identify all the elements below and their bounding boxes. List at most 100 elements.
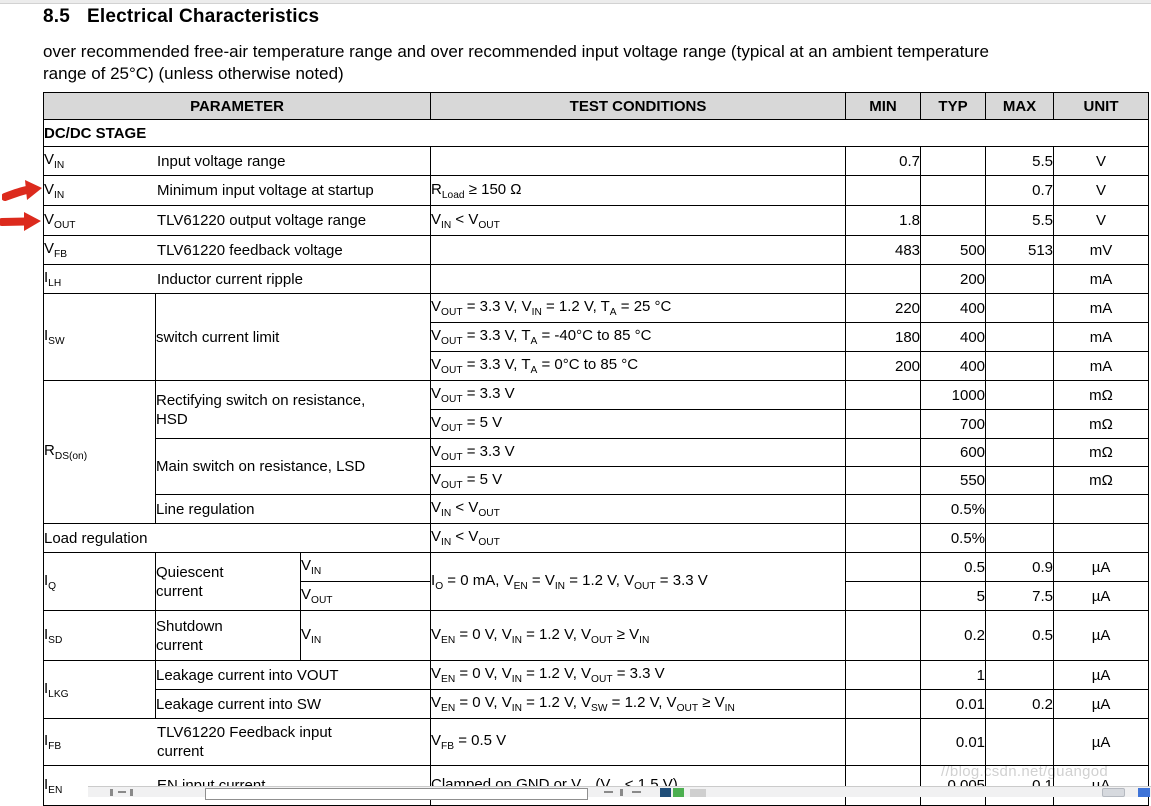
- clipped-text-fragment: [130, 789, 133, 796]
- background-input-field[interactable]: [205, 788, 588, 800]
- max-value: 513: [985, 235, 1055, 265]
- parameter-cell: IFB TLV61220 Feedback input current: [42, 718, 432, 766]
- typ-value: 200: [920, 264, 987, 294]
- param-symbol: IEN: [44, 775, 63, 796]
- unit-value: V: [1053, 146, 1150, 176]
- max-value: 7.5: [985, 581, 1055, 611]
- max-value: [985, 409, 1055, 439]
- param-desc-cell: Rectifying switch on resistance, HSD: [154, 380, 432, 439]
- section-number: 8.5: [43, 6, 71, 27]
- max-value: [985, 322, 1055, 352]
- clipped-button[interactable]: [690, 789, 706, 797]
- section-title: Electrical Characteristics: [87, 6, 320, 27]
- param-desc-cell: Leakage current into VOUT: [154, 660, 432, 690]
- test-condition-cell: VEN = 0 V, VIN = 1.2 V, VSW = 1.2 V, VOU…: [430, 689, 847, 719]
- param-symbol-cell: IQ: [43, 552, 156, 611]
- param-symbol-cell: ISW: [43, 293, 156, 381]
- header-parameter: PARAMETER: [42, 92, 432, 120]
- min-value: 0.7: [845, 146, 922, 176]
- table-row-isw-3: VOUT = 3.3 V, TA = 0°C to 85 °C 200 400 …: [44, 351, 1150, 381]
- test-condition-cell: VEN = 0 V, VIN = 1.2 V, VOUT = 3.3 V: [430, 660, 847, 690]
- unit-value: µA: [1053, 610, 1150, 661]
- table-row-ilkg-vout: ILKG Leakage current into VOUT VEN = 0 V…: [43, 660, 1150, 719]
- max-value: [985, 466, 1055, 495]
- table-row-vout-range: VOUT TLV61220 output voltage range VIN < …: [42, 205, 1150, 236]
- section-row: DC/DC STAGE: [42, 119, 1150, 147]
- test-condition-cell: RLoad ≥ 150 Ω: [430, 175, 847, 206]
- min-value: 220: [845, 293, 922, 323]
- min-value: [845, 466, 922, 495]
- clipped-text-fragment: [620, 789, 623, 796]
- param-desc: Quiescent current: [156, 563, 224, 600]
- test-condition-cell: IO = 0 mA, VEN = VIN = 1.2 V, VOUT = 3.3…: [430, 552, 847, 611]
- background-window-strip: [88, 786, 1151, 800]
- param-desc-cell: Main switch on resistance, LSD: [154, 438, 432, 495]
- unit-value: mV: [1053, 235, 1150, 265]
- param-symbol: VIN: [44, 180, 65, 201]
- unit-value: mΩ: [1053, 438, 1150, 467]
- test-condition-cell: VFB = 0.5 V: [430, 718, 847, 766]
- test-condition-cell: VIN < VOUT: [430, 205, 847, 236]
- min-value: 1.8: [845, 205, 922, 236]
- typ-value: 0.01: [920, 718, 987, 766]
- typ-value: 400: [920, 351, 987, 381]
- table-row-line-regulation: Line regulation VIN < VOUT 0.5%: [44, 494, 1150, 524]
- header-typ: TYP: [920, 92, 987, 120]
- typ-value: 400: [920, 322, 987, 352]
- table-header-row: PARAMETER TEST CONDITIONS MIN TYP MAX UN…: [42, 92, 1150, 120]
- unit-value: [1053, 494, 1150, 524]
- min-value: [845, 610, 922, 661]
- typ-value: 550: [920, 466, 987, 495]
- min-value: 180: [845, 322, 922, 352]
- max-value: [985, 660, 1055, 690]
- min-value: [845, 494, 922, 524]
- min-value: [845, 523, 922, 553]
- table-row-rdson-hsd-1: RDS(on) Rectifying switch on resistance,…: [43, 380, 1150, 524]
- page-top-edge: [0, 0, 1151, 4]
- param-desc-cell: Line regulation: [154, 494, 432, 524]
- param-symbol: IFB: [44, 732, 62, 752]
- unit-value: µA: [1053, 689, 1150, 719]
- max-value: 5.5: [985, 205, 1055, 236]
- unit-value: mA: [1053, 293, 1150, 323]
- max-value: 5.5: [985, 146, 1055, 176]
- max-value: 0.5: [985, 610, 1055, 661]
- max-value: 0.7: [985, 175, 1055, 206]
- typ-value: 500: [920, 235, 987, 265]
- min-value: [845, 718, 922, 766]
- test-condition-cell: VOUT = 3.3 V, TA = 0°C to 85 °C: [430, 351, 847, 381]
- table-row-load-regulation: Load regulation VIN < VOUT 0.5%: [42, 523, 1150, 553]
- typ-value: 700: [920, 409, 987, 439]
- typ-value: [920, 205, 987, 236]
- test-condition-cell: VOUT = 3.3 V: [430, 438, 847, 467]
- header-min: MIN: [845, 92, 922, 120]
- typ-value: 400: [920, 293, 987, 323]
- max-value: [985, 718, 1055, 766]
- param-desc-cell: Shutdown current: [155, 610, 301, 661]
- test-condition-cell: VIN < VOUT: [430, 523, 847, 553]
- param-desc-cell: Quiescent current: [155, 552, 301, 611]
- clipped-app-icon[interactable]: [1138, 788, 1150, 797]
- max-value: [985, 523, 1055, 553]
- param-desc: TLV61220 feedback voltage: [157, 241, 343, 259]
- unit-value: µA: [1053, 552, 1150, 582]
- clipped-app-icon[interactable]: [673, 788, 684, 797]
- clipped-app-icon[interactable]: [660, 788, 671, 797]
- red-arrow-annotation-1: [2, 180, 42, 201]
- table-row-vin-range: VIN Input voltage range 0.7 5.5 V: [42, 146, 1150, 176]
- test-condition-cell: VOUT = 5 V: [430, 466, 847, 495]
- typ-value: 600: [920, 438, 987, 467]
- param-desc: Rectifying switch on resistance, HSD: [156, 391, 366, 428]
- parameter-cell: ILH Inductor current ripple: [42, 264, 432, 294]
- min-value: [845, 175, 922, 206]
- test-condition-cell: VIN < VOUT: [430, 494, 847, 524]
- unit-value: mA: [1053, 264, 1150, 294]
- unit-value: µA: [1053, 581, 1150, 611]
- param-desc-cell: switch current limit: [154, 293, 432, 381]
- param-desc: Minimum input voltage at startup: [157, 182, 374, 199]
- param-desc: Shutdown current: [156, 617, 223, 654]
- clipped-text-fragment: [604, 791, 613, 793]
- red-arrow-annotation-2: [0, 212, 41, 231]
- param-desc: Main switch on resistance, LSD: [156, 458, 366, 475]
- header-max: MAX: [985, 92, 1055, 120]
